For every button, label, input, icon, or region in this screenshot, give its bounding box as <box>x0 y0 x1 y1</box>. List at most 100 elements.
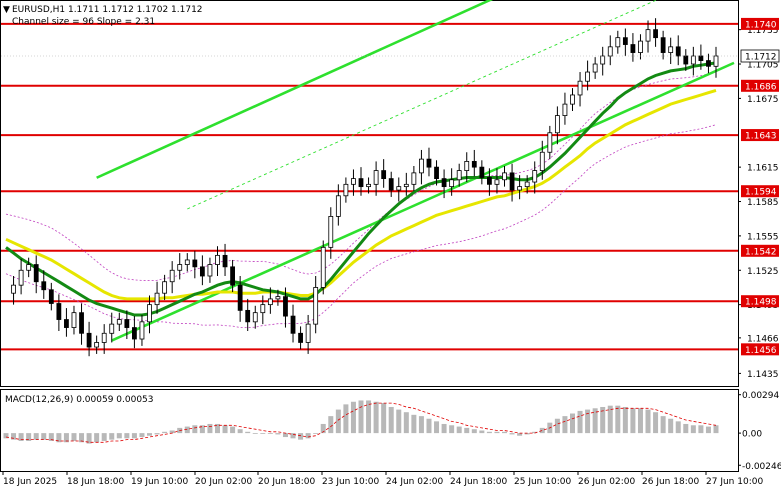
candle-bull <box>109 323 115 334</box>
candle-bull <box>139 321 145 340</box>
candle-bear <box>237 284 243 311</box>
level-tag <box>741 295 779 308</box>
candle-bear <box>509 172 515 191</box>
time-tick-label: 25 Jun 10:00 <box>514 477 571 487</box>
macd-histogram-bar <box>683 423 689 434</box>
macd-histogram-bar <box>282 433 288 438</box>
candle-bear <box>124 319 130 328</box>
macd-histogram-bar <box>486 431 492 434</box>
price-tick-label: 1.1585 <box>747 198 779 208</box>
candle-bear <box>698 55 704 61</box>
candle-bear <box>358 178 364 188</box>
macd-histogram-bar <box>222 425 228 434</box>
candle-bear <box>660 37 666 53</box>
level-tag <box>741 79 779 92</box>
candle-bull <box>449 179 455 188</box>
macd-histogram-bar <box>343 404 349 434</box>
level-tag <box>741 129 779 142</box>
candle-bear <box>132 327 137 340</box>
macd-histogram-bar <box>320 423 326 434</box>
macd-histogram-bar <box>562 416 568 434</box>
candle-bear <box>675 46 681 57</box>
macd-histogram-bar <box>116 433 122 439</box>
candle-bull <box>396 186 402 191</box>
time-tick-label: 23 Jun 10:00 <box>322 477 379 487</box>
macd-histogram-bar <box>63 433 69 443</box>
macd-histogram-bar <box>56 433 62 443</box>
macd-histogram-bar <box>645 409 651 434</box>
candle-bull <box>592 63 598 73</box>
time-tick-label: 19 Jun 10:00 <box>131 477 188 487</box>
channel-info: Channel size = 96 Slope = 2.31 <box>12 17 155 27</box>
candle-bear <box>298 332 303 343</box>
macd-histogram-bar <box>71 433 77 441</box>
macd-histogram-bar <box>79 433 85 443</box>
time-tick-label: 24 Jun 18:00 <box>450 477 507 487</box>
macd-histogram-bar <box>690 425 696 434</box>
macd-histogram-bar <box>705 426 711 434</box>
candle-bull <box>169 269 175 283</box>
macd-histogram-bar <box>101 433 107 441</box>
macd-histogram-bar <box>18 433 24 441</box>
macd-histogram-bar <box>26 433 32 441</box>
time-tick-label: 26 Jun 02:00 <box>578 477 635 487</box>
candle-bull <box>275 296 281 300</box>
candle-bear <box>56 303 62 320</box>
macd-histogram-bar <box>139 433 145 438</box>
macd-histogram-bar <box>147 433 153 436</box>
candle-bull <box>517 186 523 191</box>
candle-bear <box>245 309 251 323</box>
time-tick-label: 18 Jun 2025 <box>3 477 57 487</box>
macd-histogram-bar <box>502 431 508 434</box>
macd-histogram-bar <box>456 426 462 434</box>
dropdown-arrow-icon[interactable]: ▼ <box>3 5 10 15</box>
candle-bull <box>328 216 334 248</box>
macd-histogram-bar <box>494 431 500 434</box>
macd-histogram-bar <box>366 400 372 434</box>
macd-histogram-bar <box>11 433 17 440</box>
macd-label: MACD(12,26,9) 0.00059 0.00053 <box>5 395 154 405</box>
macd-histogram-bar <box>350 401 356 434</box>
macd-histogram-bar <box>585 409 591 434</box>
macd-histogram-bar <box>169 430 175 434</box>
macd-histogram-bar <box>434 421 440 434</box>
channel-lower <box>111 61 735 342</box>
macd-histogram-bar <box>532 431 538 434</box>
envelope-bands <box>5 71 717 328</box>
macd-histogram-bar <box>426 418 432 434</box>
price-tick-label: 1.1555 <box>747 232 779 242</box>
candle-bull <box>101 332 107 343</box>
macd-histogram-bar <box>630 408 636 434</box>
candle-bull <box>713 55 719 67</box>
candle-bull <box>154 292 160 306</box>
candle-bull <box>524 181 530 188</box>
macd-histogram-bar <box>388 406 394 434</box>
macd-histogram-bar <box>600 406 606 434</box>
candle-bull <box>184 259 190 265</box>
ma-yellow-line <box>5 88 717 301</box>
candle-bear <box>630 44 636 53</box>
candle-bear <box>64 319 69 328</box>
macd-histogram-bar <box>245 431 251 434</box>
candle-bull <box>600 55 606 65</box>
candle-bull <box>215 254 220 265</box>
candle-bull <box>456 170 462 181</box>
channel-upper <box>96 0 494 179</box>
macd-histogram-bar <box>403 412 409 434</box>
time-tick-label: 18 Jun 18:00 <box>67 477 124 487</box>
macd-histogram-bar <box>396 409 402 434</box>
macd-histogram-bar <box>373 401 379 434</box>
candle-bear <box>290 315 296 334</box>
level-labels: 1.1740 1.1686 1.1643 1.1594 1.1542 1.1498 1.14… <box>741 17 779 356</box>
macd-histogram-bar <box>86 433 92 444</box>
macd-histogram-bar <box>328 416 334 434</box>
macd-histogram-bar <box>381 403 387 434</box>
level-label: 1.1498 <box>745 298 777 308</box>
macd-histogram-bar <box>479 430 485 434</box>
candle-bull <box>351 178 356 185</box>
candle-bull <box>464 161 470 171</box>
candle-bull <box>547 132 553 153</box>
macd-histogram-bar <box>260 433 266 434</box>
level-tag <box>741 244 779 257</box>
